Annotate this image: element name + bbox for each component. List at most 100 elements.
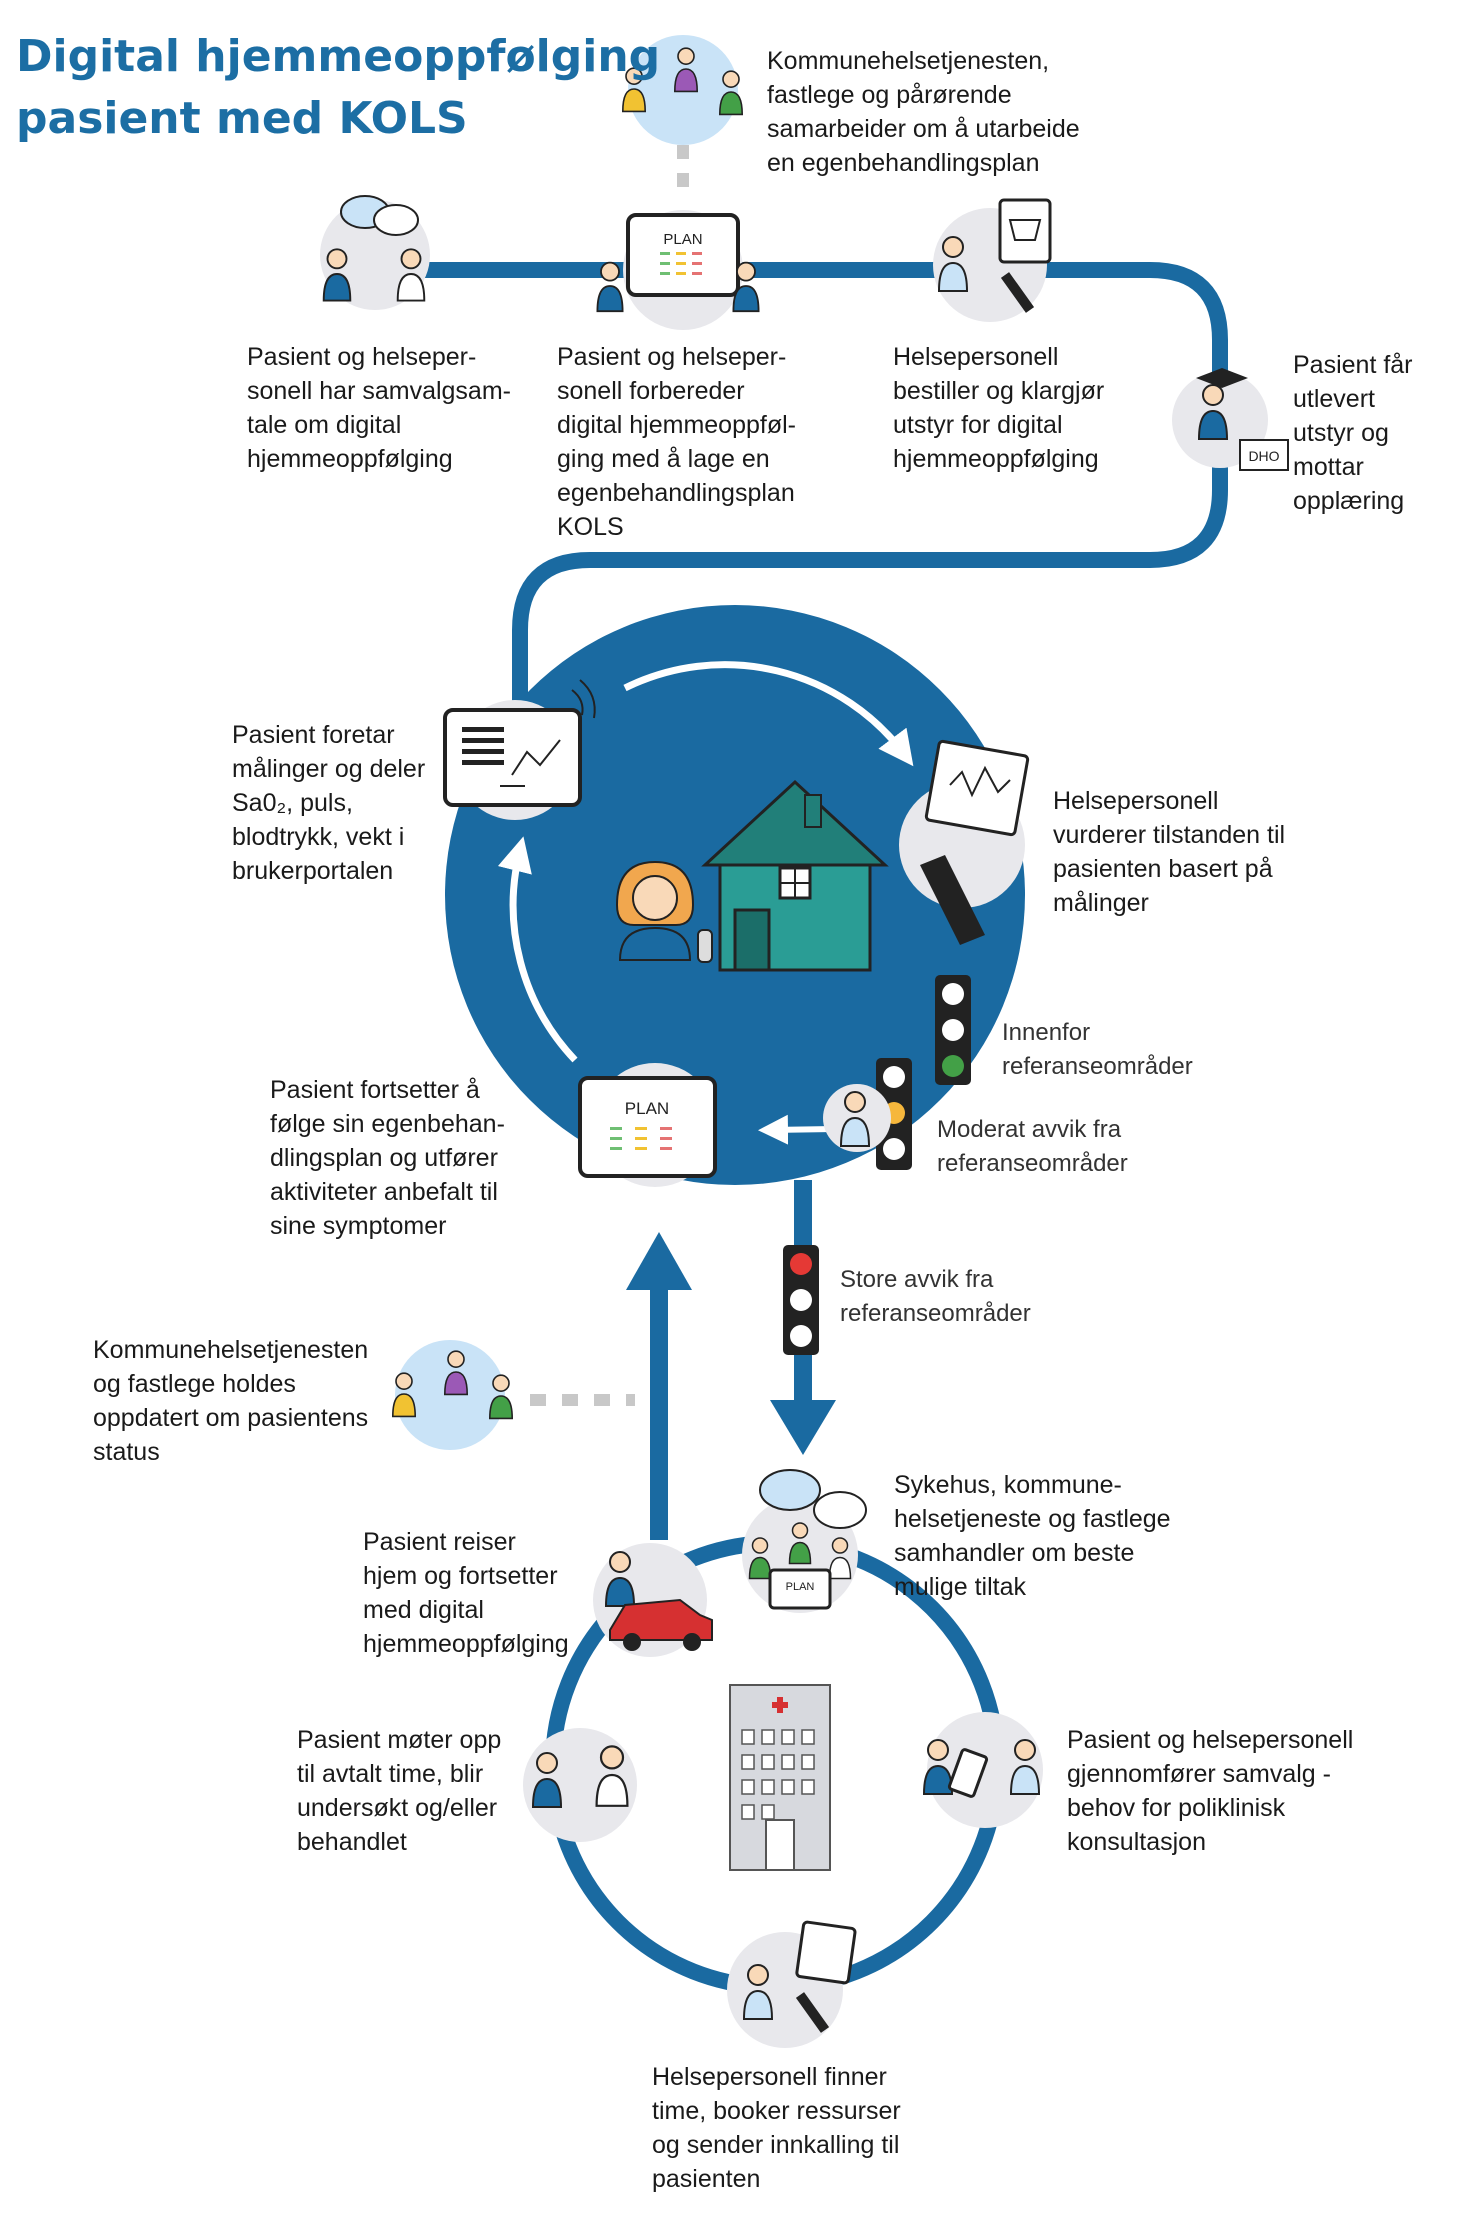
continue-plan-label: Pasient fortsetter å følge sin egenbehan-… bbox=[270, 1073, 505, 1243]
measurements-node bbox=[443, 679, 596, 820]
label-line: Pasient og helseper- bbox=[557, 343, 787, 371]
label-line: opplæring bbox=[1293, 487, 1405, 515]
label-line: behov for poliklinisk bbox=[1067, 1794, 1286, 1822]
traffic-light-red-icon bbox=[783, 1245, 819, 1355]
tablet-chart-icon bbox=[443, 708, 582, 807]
traffic-light-green-icon bbox=[935, 975, 971, 1085]
label-line: Pasient reiser bbox=[363, 1528, 516, 1556]
label-line: utstyr for digital bbox=[893, 411, 1063, 439]
hospital-window bbox=[741, 1754, 755, 1770]
label-line: Pasient får bbox=[1293, 351, 1413, 379]
label-line: samarbeider om å utarbeide bbox=[767, 115, 1080, 143]
plan-tablet-label: PLAN bbox=[786, 1581, 815, 1593]
label-line: Pasient og helsepersonell bbox=[1067, 1726, 1354, 1754]
label-line: Innenfor bbox=[1002, 1019, 1091, 1046]
hospital-window bbox=[741, 1729, 755, 1745]
label-line: Moderat avvik fra bbox=[937, 1116, 1122, 1143]
hospital-collab-node: PLAN bbox=[742, 1469, 867, 1613]
label-line: målinger bbox=[1053, 889, 1149, 917]
order-equipment-node bbox=[933, 198, 1052, 322]
dho-badge-label: DHO bbox=[1248, 448, 1279, 464]
label-line: Kommunehelsetjenesten, bbox=[767, 47, 1050, 75]
measurements-label: Pasient foretar målinger og deler Sa0₂, pu… bbox=[232, 718, 425, 888]
label-line: dlingsplan og utfører bbox=[270, 1144, 498, 1172]
cycle-arrow-left bbox=[497, 836, 578, 1063]
label-line: ging med å lage en bbox=[557, 445, 770, 473]
tablet-headset-icon bbox=[922, 1738, 1041, 1798]
dho-badge bbox=[1239, 439, 1289, 471]
informed-node bbox=[391, 1340, 514, 1450]
plan-tablet-label: PLAN bbox=[625, 1099, 669, 1118]
label-line: sonell forbereder bbox=[557, 377, 745, 405]
shopping-cart-computer-icon bbox=[937, 198, 1052, 313]
patient-with-oxygen-icon bbox=[615, 860, 713, 963]
appointment-node bbox=[523, 1728, 637, 1842]
hospital-window bbox=[781, 1779, 795, 1795]
collab-top-label: Kommunehelsetjenesten, fastlege og pårøre… bbox=[767, 44, 1080, 180]
nurse-headset-icon bbox=[823, 1084, 891, 1152]
label-line: følge sin egenbehan- bbox=[270, 1110, 505, 1138]
label-line: Helsepersonell bbox=[893, 343, 1059, 371]
cycle-arrow-top bbox=[623, 661, 914, 767]
label-line: mulige tiltak bbox=[894, 1573, 1026, 1601]
plan-prep-label: Pasient og helseper-sonell forbereder dig… bbox=[557, 340, 796, 544]
label-line: tale om digital bbox=[247, 411, 402, 439]
label-line: sonell har samvalgsam- bbox=[247, 377, 511, 405]
hospital-windows bbox=[741, 1729, 815, 1820]
label-line: fastlege og pårørende bbox=[767, 81, 1012, 109]
label-line: status bbox=[93, 1438, 160, 1466]
label-line: referanseområder bbox=[937, 1150, 1128, 1177]
label-line: blodtrykk, vekt i bbox=[232, 823, 405, 851]
shared-decision-label: Pasient og helseper-sonell har samvalgsa… bbox=[247, 340, 511, 476]
booking-node bbox=[727, 1920, 857, 2048]
return-arrow-up bbox=[626, 1232, 692, 1540]
assessment-label: Helsepersonell vurderer tilstanden til pas… bbox=[1053, 784, 1285, 920]
hospital-window bbox=[781, 1754, 795, 1770]
label-line: Kommunehelsetjenesten bbox=[93, 1336, 369, 1364]
label-line: KOLS bbox=[557, 513, 624, 541]
label-line: referanseområder bbox=[1002, 1053, 1193, 1080]
label-line: pasienten bbox=[652, 2165, 761, 2193]
label-line: gjennomfører samvalg - bbox=[1067, 1760, 1331, 1788]
wifi-icon bbox=[571, 679, 596, 719]
graduation-cap-icon bbox=[1196, 368, 1248, 441]
appointment-label: Pasient møter opp til avtalt time, blir un… bbox=[297, 1723, 501, 1859]
hospital-window bbox=[761, 1754, 775, 1770]
hospital-collab-label: Sykehus, kommune-helsetjeneste og fastle… bbox=[894, 1468, 1171, 1604]
title-line: pasient med KOLS bbox=[16, 93, 468, 144]
hospital-window bbox=[781, 1729, 795, 1745]
hospital-window bbox=[801, 1729, 815, 1745]
hospital-window bbox=[741, 1804, 755, 1820]
label-line: hjem og fortsetter bbox=[363, 1562, 558, 1590]
hospital-window bbox=[741, 1779, 755, 1795]
label-line: Pasient foretar bbox=[232, 721, 395, 749]
flow-line-top bbox=[332, 262, 1228, 708]
plan-prep-node: PLAN bbox=[596, 210, 760, 330]
shared-decision-node bbox=[320, 195, 430, 310]
large-deviation-label: Store avvik fra referanseområder bbox=[840, 1263, 1031, 1331]
label-line: og fastlege holdes bbox=[93, 1370, 296, 1398]
booking-label: Helsepersonell finner time, booker ressur… bbox=[652, 2060, 901, 2196]
title-line: Digital hjemmeoppfølging bbox=[16, 31, 661, 82]
label-line: sine symptomer bbox=[270, 1212, 447, 1240]
label-line: referanseområder bbox=[840, 1300, 1031, 1327]
moderate-deviation-label: Moderat avvik fra referanseområder bbox=[937, 1113, 1128, 1181]
label-line: pasienten basert på bbox=[1053, 855, 1273, 883]
plan-tablet-icon bbox=[578, 1076, 717, 1178]
hospital-building-icon bbox=[729, 1684, 831, 1871]
label-line: utlevert bbox=[1293, 385, 1375, 413]
training-label: Pasient får utlevert utstyr og mottar opplær… bbox=[1293, 348, 1413, 518]
page-title: Digital hjemmeoppfølging pasient med KOL… bbox=[16, 26, 660, 150]
label-line: målinger og deler bbox=[232, 755, 426, 783]
label-line: time, booker ressurser bbox=[652, 2097, 901, 2125]
within-range-label: Innenfor referanseområder bbox=[1002, 1016, 1193, 1084]
label-line: brukerportalen bbox=[232, 857, 394, 885]
car-icon bbox=[609, 1598, 713, 1651]
label-line: Pasient møter opp bbox=[297, 1726, 502, 1754]
label-line: oppdatert om pasientens bbox=[93, 1404, 369, 1432]
training-node: DHO bbox=[1172, 368, 1289, 471]
label-line: aktiviteter anbefalt til bbox=[270, 1178, 498, 1206]
plan-tablet-label: PLAN bbox=[663, 231, 702, 248]
travel-home-label: Pasient reiser hjem og fortsetter med digi… bbox=[363, 1525, 569, 1661]
